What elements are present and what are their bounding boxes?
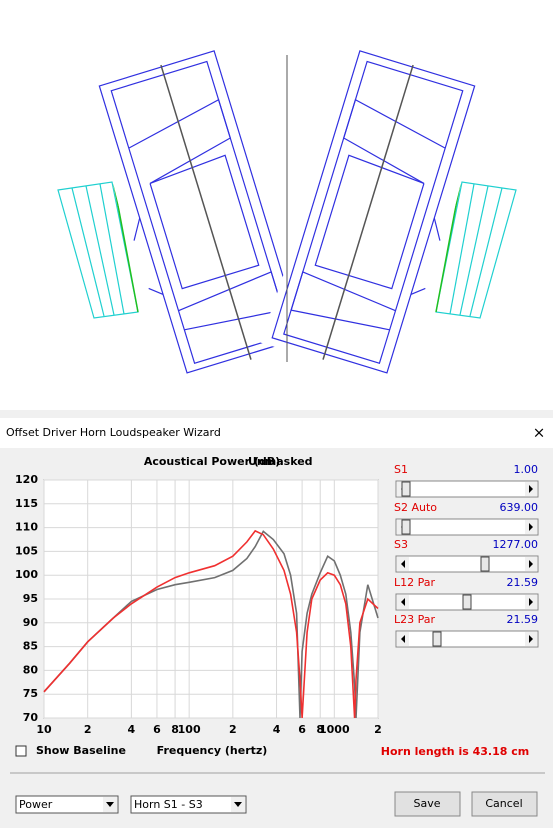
x-tick-label: 6 [298, 723, 306, 736]
slider-label: L12 Par [394, 576, 436, 589]
title-bar [0, 418, 553, 448]
slider-value: 1.00 [514, 463, 539, 476]
range-value: Horn S1 - S3 [134, 798, 203, 811]
series-line [43, 530, 379, 719]
y-tick-label: 105 [15, 544, 38, 557]
x-tick-label: 10 [36, 723, 52, 736]
y-tick-label: 80 [23, 663, 39, 676]
slider-label: S1 [394, 463, 408, 476]
save-button[interactable]: Save [394, 791, 461, 817]
slider-value: 21.59 [507, 613, 539, 626]
x-tick-label: 2 [229, 723, 237, 736]
x-tick-label: 4 [273, 723, 281, 736]
y-tick-label: 70 [23, 711, 39, 724]
slider-value: 21.59 [507, 576, 539, 589]
horn-drawing [57, 45, 517, 388]
x-tick-label: 100 [178, 723, 201, 736]
chart-subtitle: Unmasked [248, 455, 313, 468]
slider-track[interactable] [395, 630, 539, 648]
slider-thumb[interactable] [480, 556, 490, 572]
x-tick-label: 1000 [319, 723, 350, 736]
x-tick-label: 8 [171, 723, 179, 736]
arrow-icon [401, 598, 405, 606]
x-tick-label: 2 [84, 723, 92, 736]
slider-value: 639.00 [500, 501, 539, 514]
slider-value: 1277.00 [493, 538, 539, 551]
y-tick-label: 90 [23, 616, 39, 629]
mode-value: Power [19, 798, 53, 811]
y-tick-label: 95 [23, 592, 38, 605]
cancel-button[interactable]: Cancel [471, 791, 538, 817]
chart-title: Acoustical Power (dB) [144, 455, 280, 468]
slider-thumb[interactable] [432, 631, 442, 647]
slider-thumb[interactable] [462, 594, 472, 610]
slider-label: L23 Par [394, 613, 436, 626]
slider-label: S2 Auto [394, 501, 437, 514]
x-tick-label: 6 [153, 723, 161, 736]
slider-track[interactable] [395, 518, 539, 536]
series-line [43, 529, 379, 719]
checkbox[interactable] [15, 745, 27, 757]
arrow-icon [529, 485, 533, 493]
mode-dropdown[interactable]: Power [15, 795, 119, 814]
sliders: S1 1.00 S2 Auto 639.00 S3 1277.00 L12 Par 21.59… [394, 463, 539, 648]
slider-thumb[interactable] [401, 519, 411, 535]
status: Horn length is 43.18 cm [381, 745, 529, 758]
cancel-label: Cancel [485, 797, 522, 810]
y-tick-label: 85 [23, 640, 38, 653]
x-tick-label: 4 [128, 723, 136, 736]
range-dropdown[interactable]: Horn S1 - S3 [130, 795, 247, 814]
y-tick-label: 75 [23, 687, 38, 700]
arrow-icon [529, 598, 533, 606]
slider-track[interactable] [395, 480, 539, 498]
arrow-icon [401, 635, 405, 643]
x-tick-label: 8 [316, 723, 324, 736]
slider-track[interactable] [395, 555, 539, 573]
checkbox-label[interactable]: Show Baseline [36, 744, 126, 757]
arrow-icon [529, 560, 533, 568]
dialog-title: Offset Driver Horn Loudspeaker Wizard [6, 426, 221, 439]
save-label: Save [413, 797, 440, 810]
y-tick-label: 120 [15, 473, 38, 486]
arrow-icon [529, 523, 533, 531]
close-button[interactable]: × [533, 424, 546, 442]
x-axis-label: Frequency (hertz) [157, 744, 268, 757]
x-tick-label: 2 [374, 723, 382, 736]
arrow-icon [401, 560, 405, 568]
slider-thumb[interactable] [401, 481, 411, 497]
arrow-icon [529, 635, 533, 643]
y-tick-label: 100 [15, 568, 38, 581]
slider-label: S3 [394, 538, 408, 551]
y-tick-label: 110 [15, 521, 38, 534]
y-tick-label: 115 [15, 497, 38, 510]
